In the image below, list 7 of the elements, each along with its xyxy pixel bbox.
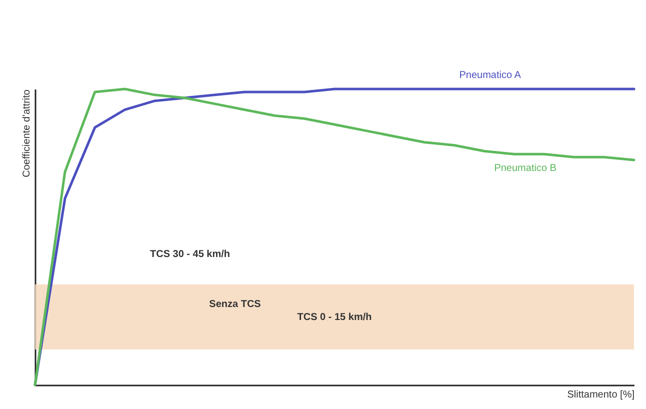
annotation: TCS 30 - 45 km/h: [150, 249, 230, 260]
y-axis-title: Coefficiente d'attrito: [22, 89, 32, 178]
band-label: TCS 0 - 15 km/h: [297, 312, 372, 323]
annotation: Senza TCS: [209, 299, 262, 310]
series-label: Pneumatico B: [494, 163, 557, 174]
series-label: Pneumatico A: [459, 70, 522, 81]
x-axis-title: Slittamento [%]: [567, 390, 635, 400]
